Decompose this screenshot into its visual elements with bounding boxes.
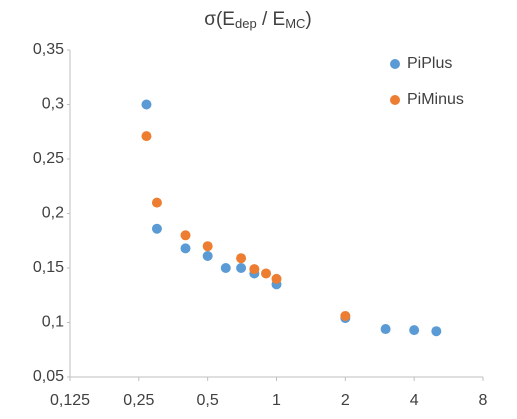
x-tick-label: 2	[341, 392, 350, 409]
x-tick-label: 8	[479, 392, 488, 409]
legend-label: PiMinus	[407, 91, 464, 108]
point	[261, 268, 272, 279]
y-tick-label: 0,1	[42, 314, 64, 331]
point	[151, 223, 162, 234]
point	[236, 263, 247, 273]
point	[236, 253, 247, 264]
chart-title: σ(Edep / EMC)	[204, 9, 312, 31]
point	[220, 263, 231, 273]
title-part: / E	[257, 9, 286, 30]
x-tick-label: 0,5	[197, 392, 219, 409]
point	[431, 326, 442, 337]
y-tick-label: 0,35	[33, 41, 64, 58]
title-part: )	[305, 9, 311, 30]
y-tick-label: 0,3	[42, 96, 64, 113]
point	[271, 273, 282, 284]
y-tick-label: 0,25	[33, 150, 64, 167]
point	[340, 310, 351, 321]
title-part: dep	[235, 16, 257, 31]
point	[202, 241, 213, 252]
x-tick-label: 4	[410, 392, 419, 409]
point	[141, 131, 152, 142]
point	[180, 243, 191, 254]
point	[249, 264, 260, 275]
point	[202, 251, 213, 262]
point	[151, 197, 162, 208]
y-tick-label: 0,15	[33, 259, 64, 276]
title-part: MC	[285, 16, 305, 31]
point	[180, 230, 191, 241]
x-tick-label: 1	[272, 392, 281, 409]
y-tick-label: 0,05	[33, 368, 64, 385]
point	[141, 99, 152, 110]
x-tick-label: 0,25	[123, 392, 154, 409]
legend-label: PiPlus	[407, 55, 452, 72]
y-tick-label: 0,2	[42, 205, 64, 222]
legend-marker	[390, 95, 400, 105]
x-tick-label: 0,125	[50, 392, 90, 409]
legend-marker	[390, 59, 400, 69]
title-part: σ(E	[204, 9, 235, 30]
point	[409, 325, 420, 336]
point	[380, 324, 391, 335]
